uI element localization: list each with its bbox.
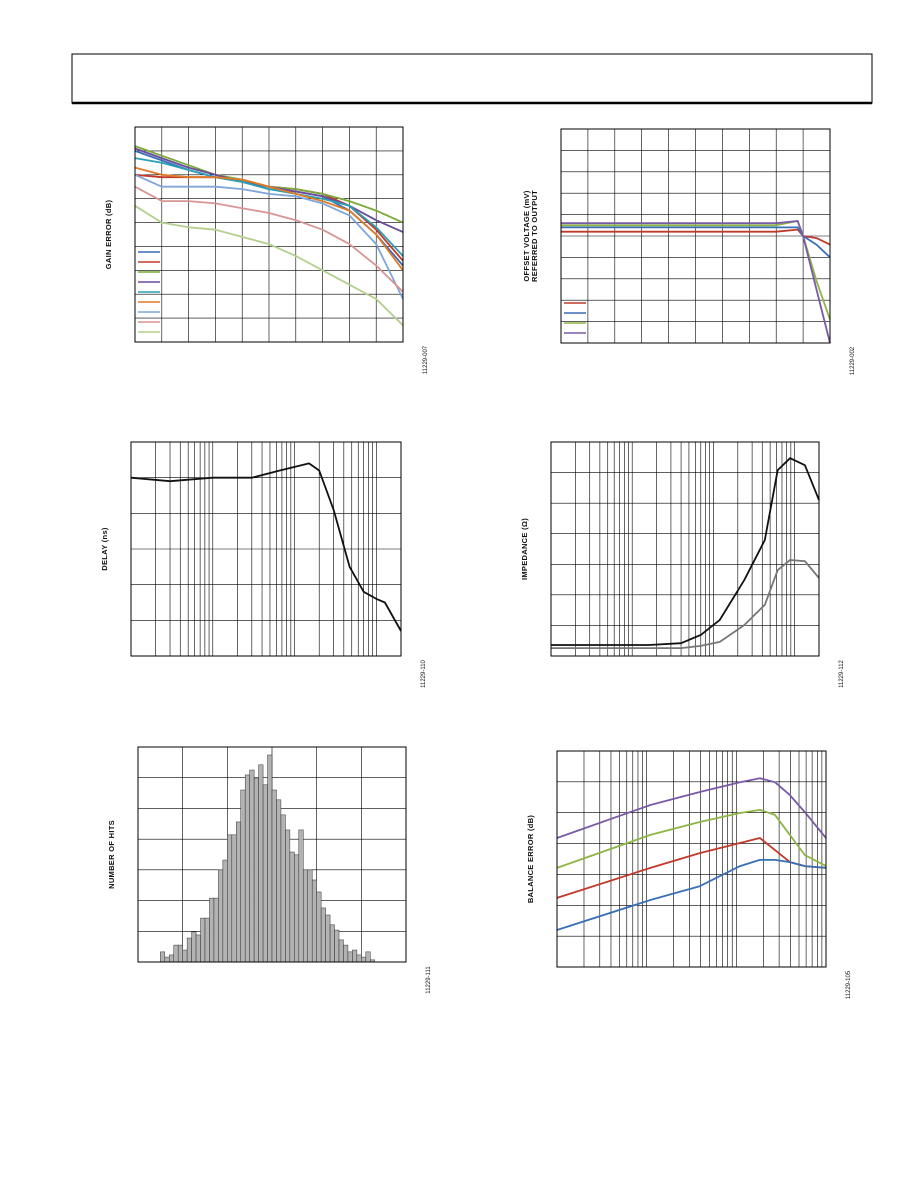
histogram-bar (303, 869, 308, 963)
plot-frame (560, 128, 831, 344)
plot-frame (137, 746, 407, 963)
histogram-bar (173, 944, 179, 963)
histogram-bar (262, 784, 268, 963)
histogram-bar (338, 939, 344, 963)
series-line (556, 777, 827, 839)
figure-code: 11229-112 (839, 659, 845, 687)
series-line (134, 173, 404, 300)
series-line (551, 559, 820, 649)
histogram-bar (289, 851, 295, 963)
y-axis-label: IMPEDANCE (Ω) (520, 518, 529, 580)
histogram-bar (160, 951, 166, 963)
y-axis-label: OFFSET VOLTAGE (mV) (522, 190, 531, 281)
series-line (561, 220, 831, 320)
figure-code: 11229-110 (421, 659, 427, 687)
series-line (561, 226, 831, 259)
histogram-bar (285, 829, 291, 963)
histogram-bar (244, 774, 250, 963)
histogram-bar (177, 944, 183, 963)
figure-code: 11229-111 (426, 966, 432, 994)
histogram-bar (356, 954, 362, 963)
histogram-bar (334, 929, 340, 963)
histogram-bar (329, 924, 335, 963)
series-line (556, 809, 827, 869)
histogram-bar (298, 829, 304, 963)
series-line (561, 228, 831, 246)
plot-frame (556, 750, 827, 968)
histogram-bar (271, 789, 277, 963)
series-line (130, 462, 402, 632)
series-line (134, 205, 404, 326)
plot-frame (134, 126, 404, 343)
series-line (134, 157, 404, 257)
histogram-bar (311, 879, 317, 963)
histogram-bar (240, 789, 246, 963)
histogram-bar (186, 937, 192, 963)
series-line (556, 859, 827, 931)
histogram-bar (316, 891, 322, 963)
histogram-bar (347, 951, 353, 963)
histogram-bar (343, 944, 349, 963)
y-axis-label: GAIN ERROR (dB) (104, 200, 113, 270)
series-line (134, 166, 404, 271)
histogram-bar (276, 799, 282, 963)
series-line (134, 185, 404, 293)
histogram-bar (231, 834, 237, 963)
histogram-bar (325, 914, 331, 963)
histogram-bar (204, 917, 210, 963)
histogram-bar (361, 956, 367, 963)
figure-code: 11229-002 (850, 346, 856, 375)
histogram-bar (182, 949, 188, 963)
histogram-bar (365, 951, 371, 963)
histogram-bar (213, 897, 219, 963)
histogram-bar (200, 917, 206, 963)
histogram-bar (227, 834, 233, 963)
histogram-bar (164, 956, 170, 963)
histogram-bar (253, 777, 259, 963)
y-axis-label: NUMBER OF HITS (107, 820, 116, 889)
series-line (551, 457, 820, 646)
figure-code: 11229-105 (846, 970, 852, 999)
histogram-bar (258, 764, 264, 963)
histogram-bar (209, 897, 215, 963)
histogram-bar (169, 954, 174, 963)
header-box (71, 53, 873, 104)
y-axis-label: DELAY (ns) (100, 527, 109, 571)
histogram-bar (320, 907, 326, 963)
histogram-bar (249, 769, 255, 963)
y-axis-label: BALANCE ERROR (dB) (526, 815, 535, 904)
histogram-bar (267, 754, 273, 963)
histogram-bar (191, 931, 197, 963)
y-axis-label: REFERRED TO OUTPUT (530, 190, 539, 282)
histogram-bar (222, 859, 228, 963)
histogram-bar (352, 949, 358, 963)
plot-frame (550, 441, 820, 657)
histogram-bar (294, 854, 300, 963)
histogram-bar (236, 821, 241, 963)
histogram-bar (280, 814, 286, 963)
histogram-bar (195, 934, 201, 963)
plot-frame (130, 441, 402, 657)
series-line (561, 220, 831, 344)
histogram-bar (218, 869, 224, 963)
histogram-bar (307, 869, 313, 963)
figure-code: 11229-007 (423, 345, 429, 374)
